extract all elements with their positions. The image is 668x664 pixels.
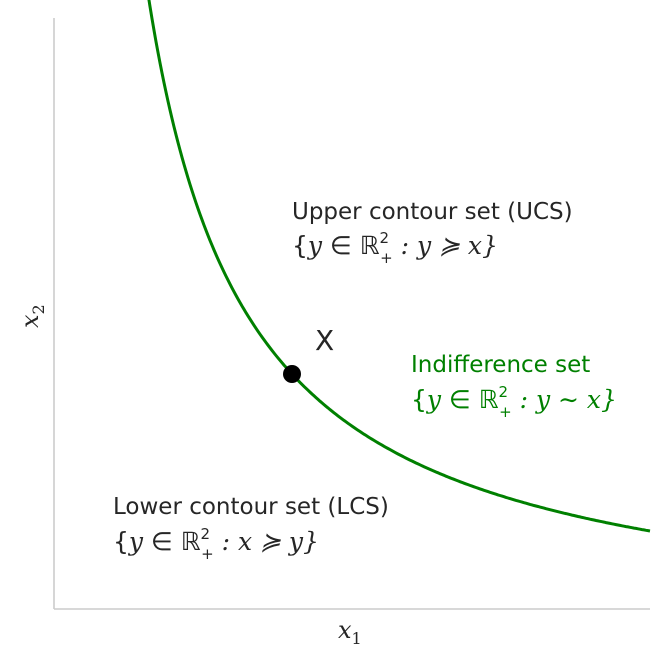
indifference-curve bbox=[147, 0, 651, 533]
x-axis-label: x1 bbox=[338, 616, 362, 648]
ucs-set-notation: {y ∈ ℝ2 + : y ≽ x} bbox=[292, 229, 498, 267]
svg-text:x2: x2 bbox=[16, 304, 48, 328]
point-x-marker bbox=[283, 365, 301, 383]
point-x-label: X bbox=[315, 324, 334, 357]
lcs-title: Lower contour set (LCS) bbox=[113, 494, 389, 520]
y-axis-label: x2 bbox=[16, 304, 48, 328]
indifference-set-notation: {y ∈ ℝ2 + : y ∼ x} bbox=[411, 383, 617, 421]
ucs-title: Upper contour set (UCS) bbox=[292, 199, 573, 225]
indifference-title: Indifference set bbox=[411, 352, 590, 378]
lcs-set-notation: {y ∈ ℝ2 + : x ≽ y} bbox=[113, 525, 319, 563]
